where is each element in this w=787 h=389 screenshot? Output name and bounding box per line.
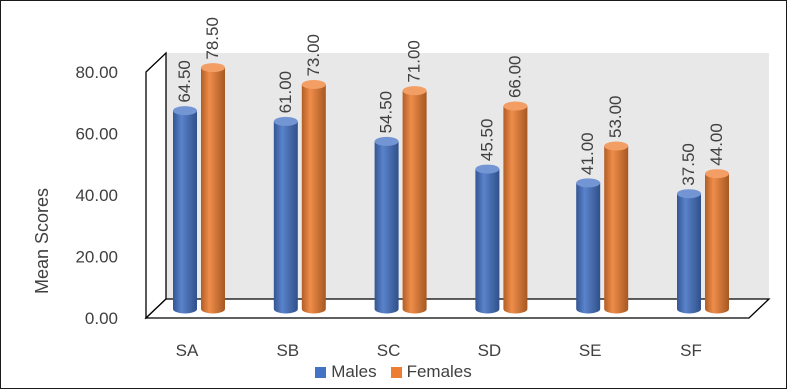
chart-walls bbox=[144, 51, 771, 320]
data-label-males-sd: 45.50 bbox=[477, 119, 496, 162]
bars bbox=[173, 63, 729, 314]
legend-label-females: Females bbox=[406, 362, 472, 381]
bar-body bbox=[402, 90, 427, 314]
bar-top bbox=[705, 169, 729, 179]
x-tick-label: SC bbox=[377, 341, 401, 360]
bar-females-sc bbox=[402, 86, 427, 314]
bar-females-sb bbox=[301, 80, 326, 314]
legend-swatch-males bbox=[315, 366, 327, 378]
bar-body bbox=[475, 169, 500, 314]
data-label-females-se: 53.00 bbox=[606, 95, 625, 138]
data-label-males-sb: 61.00 bbox=[276, 71, 295, 114]
bar-body bbox=[677, 193, 701, 314]
bar-body bbox=[173, 110, 197, 314]
legend-label-males: Males bbox=[331, 362, 377, 381]
bar-top bbox=[301, 80, 326, 90]
bar-top bbox=[475, 164, 500, 174]
bar-top bbox=[173, 106, 197, 116]
data-label-females-sd: 66.00 bbox=[505, 56, 524, 99]
y-tick-label: 0.00 bbox=[85, 309, 118, 328]
bar-body bbox=[301, 84, 326, 314]
legend: Males Females bbox=[1, 362, 786, 382]
bar-top bbox=[677, 189, 701, 199]
bar-top bbox=[273, 116, 298, 126]
bar-top bbox=[604, 141, 629, 151]
data-labels: 64.50 78.50 61.00 73.00 54.50 71.00 45.50 66.00… bbox=[175, 17, 726, 186]
legend-item-males: Males bbox=[315, 362, 377, 382]
bar-top bbox=[402, 86, 427, 96]
bar-females-sa bbox=[201, 63, 225, 314]
data-label-males-sa: 64.50 bbox=[175, 60, 194, 103]
bar-body bbox=[576, 182, 601, 314]
data-label-males-sc: 54.50 bbox=[377, 91, 396, 134]
y-tick-label: 80.00 bbox=[75, 63, 118, 82]
bar-top bbox=[503, 101, 528, 111]
bar-females-sd bbox=[503, 101, 528, 314]
legend-swatch-females bbox=[390, 366, 402, 378]
bar-females-sf bbox=[705, 169, 729, 314]
bar-males-sa bbox=[173, 106, 197, 314]
y-tick-label: 60.00 bbox=[75, 125, 118, 144]
y-tick-label: 40.00 bbox=[75, 186, 118, 205]
bar-males-se bbox=[576, 178, 601, 314]
bar-males-sd bbox=[475, 164, 500, 314]
y-axis-title: Mean Scores bbox=[32, 188, 52, 294]
bar-males-sf bbox=[677, 189, 701, 314]
x-tick-label: SE bbox=[579, 341, 602, 360]
x-tick-label: SB bbox=[276, 341, 299, 360]
x-tick-label: SA bbox=[176, 341, 199, 360]
bar-body bbox=[201, 67, 225, 314]
bar-males-sb bbox=[273, 116, 298, 314]
bar-top bbox=[201, 63, 225, 73]
bar-body bbox=[705, 173, 729, 314]
bar-females-se bbox=[604, 141, 629, 314]
x-tick-label: SF bbox=[680, 341, 702, 360]
x-axis: SA SB SC SD SE SF bbox=[176, 341, 702, 360]
data-label-males-se: 41.00 bbox=[578, 132, 597, 175]
y-axis: 0.00 20.00 40.00 60.00 80.00 bbox=[75, 63, 118, 328]
bar-body bbox=[503, 106, 528, 314]
bar-top bbox=[576, 178, 601, 188]
side-wall bbox=[145, 51, 167, 320]
x-tick-label: SD bbox=[478, 341, 502, 360]
back-wall bbox=[166, 53, 769, 299]
bar-body bbox=[273, 121, 298, 314]
bar-top bbox=[374, 136, 399, 146]
floor bbox=[144, 298, 771, 319]
legend-item-females: Females bbox=[390, 362, 472, 382]
data-label-females-sc: 71.00 bbox=[405, 40, 424, 83]
bar-body bbox=[604, 146, 629, 314]
bar-males-sc bbox=[374, 136, 399, 314]
data-label-females-sa: 78.50 bbox=[203, 17, 222, 60]
data-label-females-sf: 44.00 bbox=[707, 123, 726, 166]
data-label-females-sb: 73.00 bbox=[304, 34, 323, 77]
bar-body bbox=[374, 141, 399, 314]
y-tick-label: 20.00 bbox=[75, 248, 118, 267]
data-label-males-sf: 37.50 bbox=[679, 143, 698, 186]
